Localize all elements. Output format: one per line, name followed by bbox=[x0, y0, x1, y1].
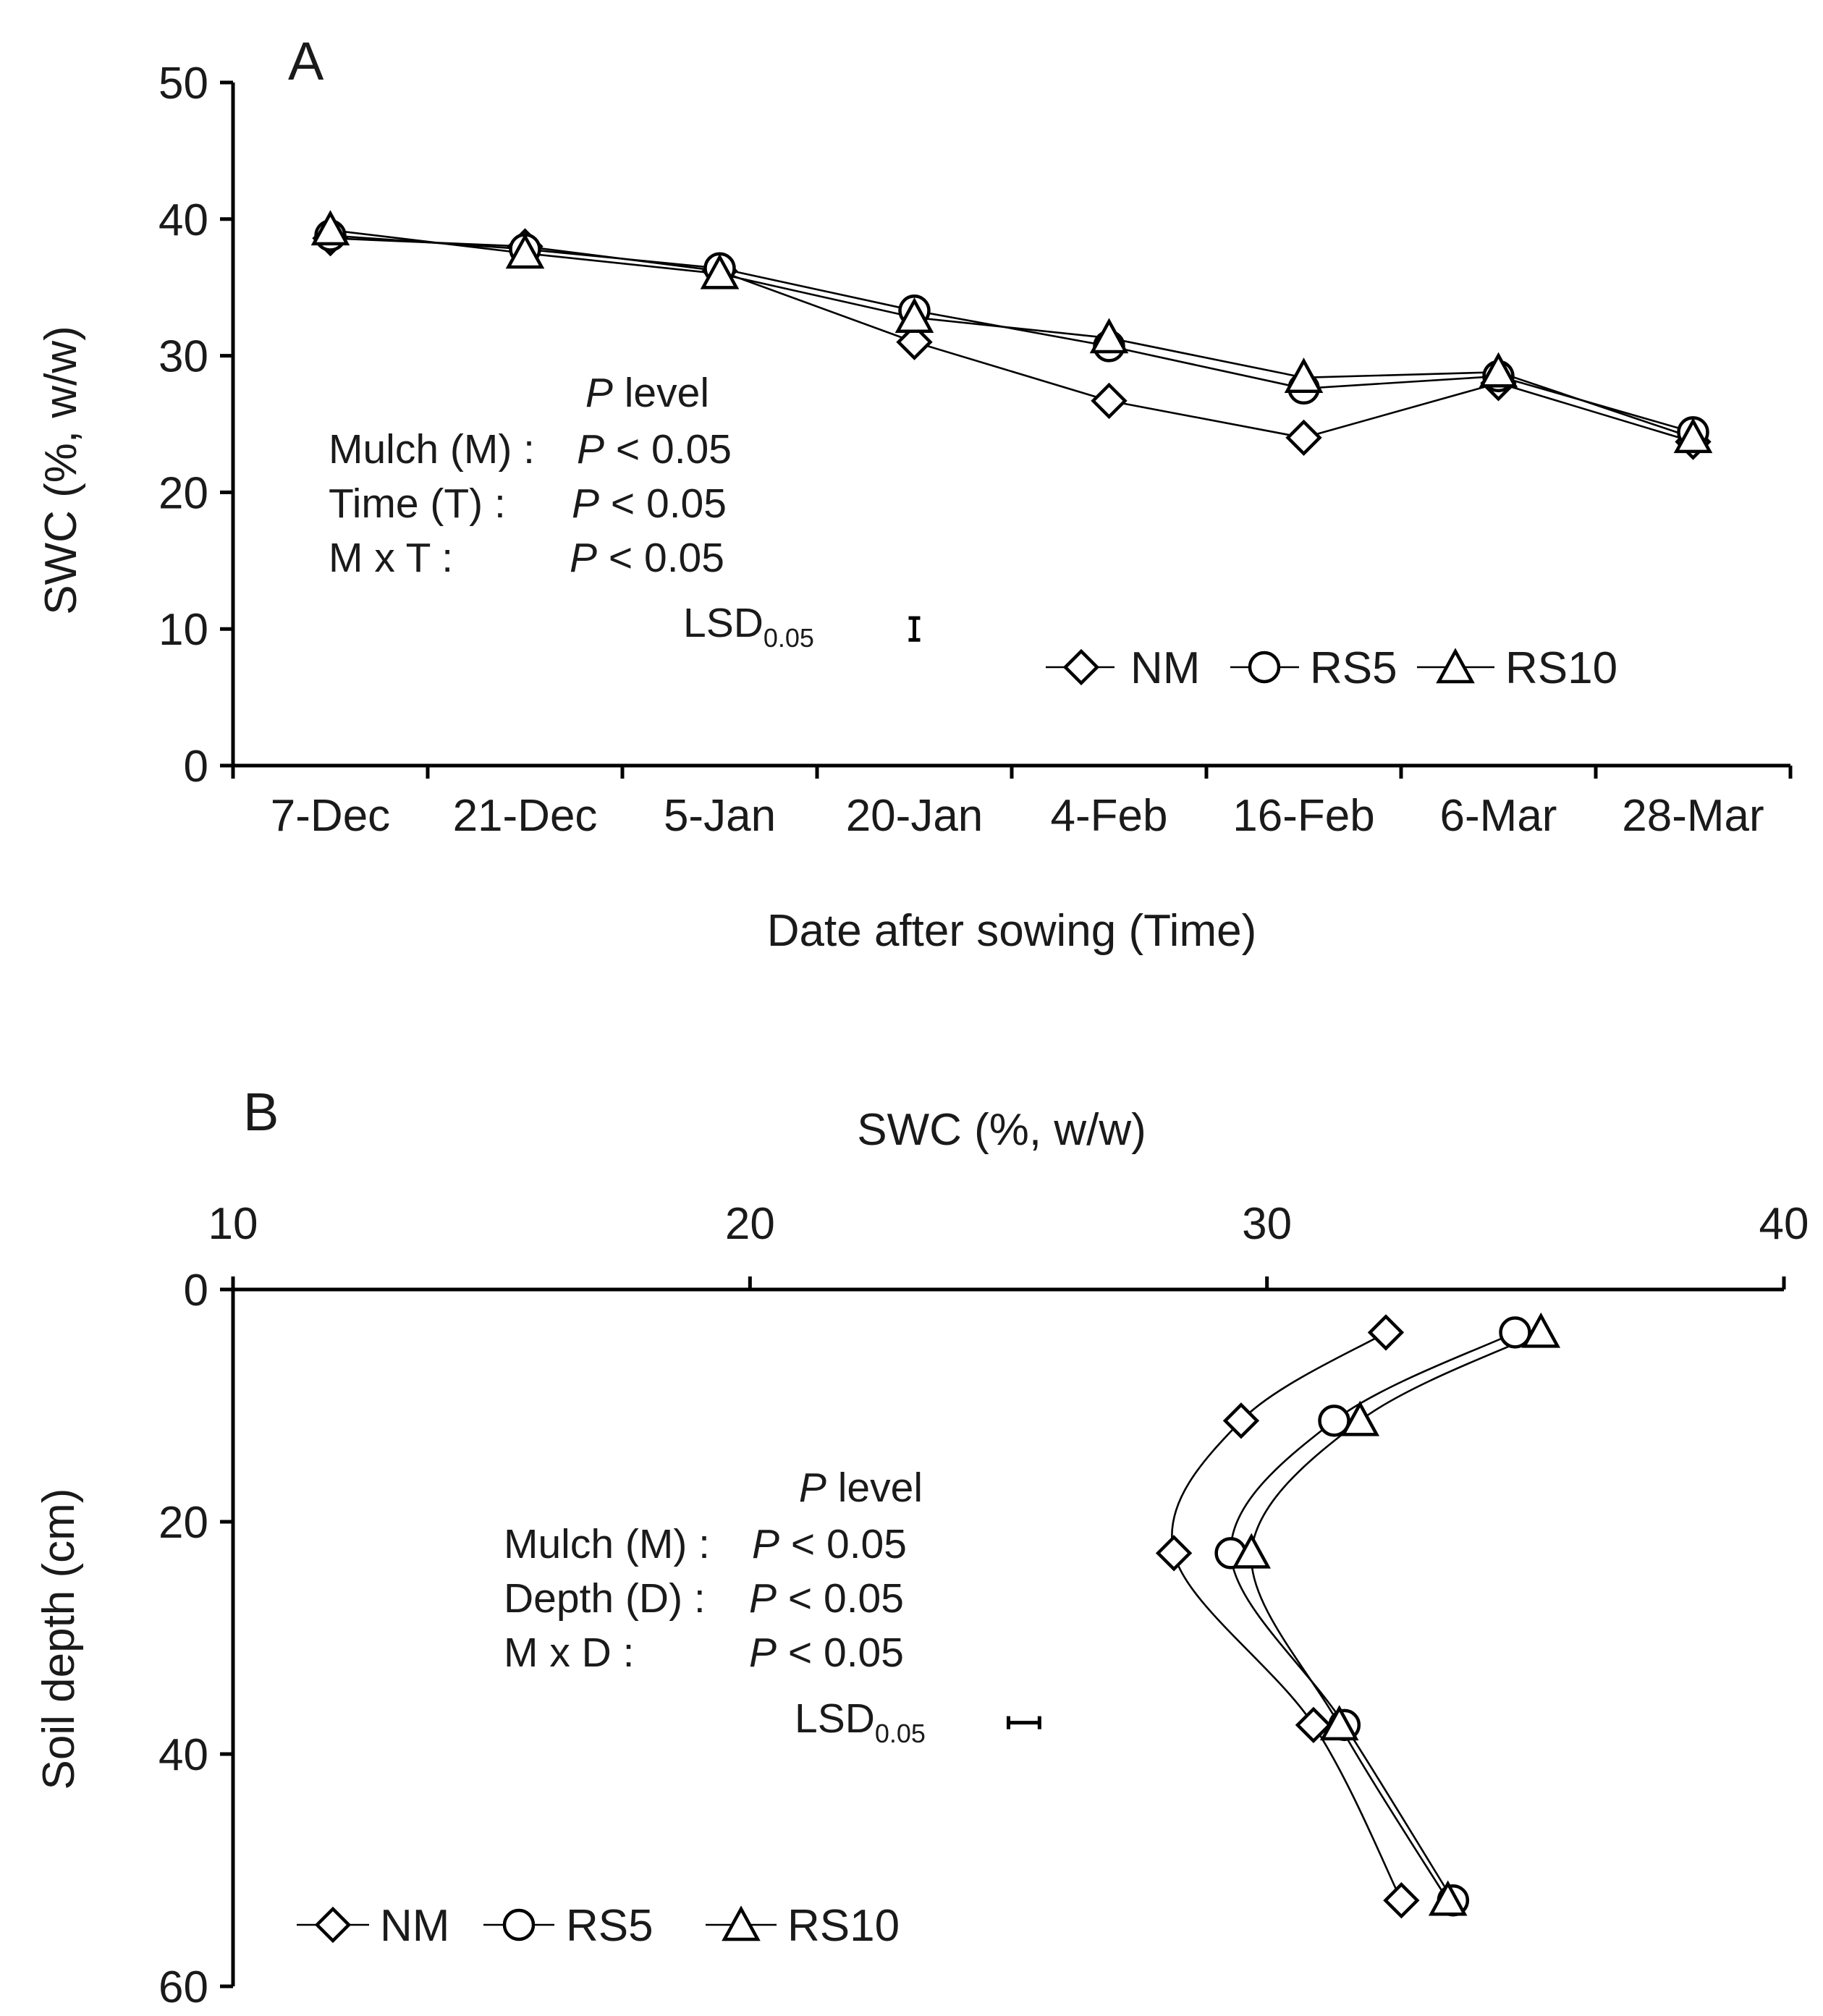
panel-a-y-tick-label: 0 bbox=[184, 742, 208, 792]
panel-a-x-tick-label: 6-Mar bbox=[1440, 791, 1557, 841]
legend-a-nm-label: NM bbox=[1130, 643, 1200, 693]
legend-a-circle-icon bbox=[1248, 651, 1281, 684]
panel-a-point-rs10 bbox=[310, 210, 350, 246]
legend-b-nm-label: NM bbox=[380, 1901, 449, 1951]
panel-a-point-nm bbox=[896, 323, 933, 360]
panel-a-line-rs10 bbox=[330, 229, 1693, 439]
panel-b-x-tick-label: 10 bbox=[208, 1199, 258, 1249]
panel-b-x-tick-label: 20 bbox=[725, 1199, 775, 1249]
panel-a-point-rs10 bbox=[1673, 418, 1713, 454]
panel-b-point-nm bbox=[1222, 1402, 1260, 1439]
panel-a-x-tick-label: 20-Jan bbox=[846, 791, 984, 841]
panel-b-point-rs10 bbox=[1340, 1400, 1380, 1436]
panel-a-stats: P level Mulch (M) :P < 0.05 Time (T) :P … bbox=[329, 370, 921, 653]
panel-b-x-tick-label: 40 bbox=[1759, 1199, 1809, 1249]
panel-a-x-tick-label: 21-Dec bbox=[453, 791, 598, 841]
panel-a: A 0 10 20 30 40 50 7-Dec 21-Dec 5-Jan 20-Jan 4-Feb… bbox=[36, 31, 1793, 956]
panel-a-point-rs10 bbox=[505, 233, 545, 269]
legend-b-rs5-label: RS5 bbox=[566, 1901, 654, 1951]
panel-b-letter: B bbox=[243, 1082, 279, 1142]
panel-b: B SWC (%, w/w) 10 20 30 40 0 20 40 60 Soil dept… bbox=[34, 1082, 1809, 2012]
panel-a-stats-row-3: M x T :P < 0.05 bbox=[329, 535, 724, 581]
panel-a-point-rs10 bbox=[894, 297, 934, 333]
panel-a-x-tick-label: 16-Feb bbox=[1232, 791, 1374, 841]
panel-a-x-tick-label: 4-Feb bbox=[1051, 791, 1168, 841]
panel-a-y-axis-title: SWC (%, w/w) bbox=[36, 326, 86, 615]
panel-b-x-axis-title: SWC (%, w/w) bbox=[857, 1105, 1146, 1155]
panel-b-y-axis-title: Soil depth (cm) bbox=[34, 1488, 84, 1790]
panel-a-y-tick-label: 30 bbox=[158, 332, 208, 382]
panel-a-lsd-label: LSD0.05 bbox=[683, 600, 814, 653]
panel-b-lsd-label: LSD0.05 bbox=[795, 1695, 926, 1748]
panel-a-letter: A bbox=[288, 31, 324, 91]
panel-a-stats-header: P level bbox=[585, 370, 709, 416]
legend-b-diamond-icon bbox=[314, 1906, 352, 1944]
panel-b-y-tick-label: 60 bbox=[158, 1962, 208, 2012]
panel-b-ticks: 10 20 30 40 0 20 40 60 bbox=[158, 1199, 1809, 2012]
panel-a-x-axis-title: Date after sowing (Time) bbox=[767, 906, 1256, 956]
panel-a-stats-row-2: Time (T) :P < 0.05 bbox=[329, 480, 727, 527]
panel-b-point-rs10 bbox=[1521, 1312, 1561, 1348]
panel-b-legend: NM RS5 RS10 bbox=[297, 1901, 900, 1951]
panel-b-y-tick-label: 0 bbox=[184, 1266, 208, 1316]
panel-a-series bbox=[310, 210, 1713, 460]
legend-a-rs10-label: RS10 bbox=[1505, 643, 1617, 693]
panel-a-y-tick-label: 40 bbox=[158, 195, 208, 245]
panel-b-point-rs10 bbox=[1428, 1880, 1468, 1916]
panel-b-lsd-error-bar bbox=[1007, 1716, 1041, 1729]
panel-a-stats-row-1: Mulch (M) :P < 0.05 bbox=[329, 426, 732, 473]
panel-a-point-rs10 bbox=[1479, 352, 1518, 388]
panel-b-line-rs10 bbox=[1250, 1331, 1541, 1901]
legend-b-circle-icon bbox=[502, 1908, 536, 1941]
panel-a-x-tick-label: 7-Dec bbox=[271, 791, 390, 841]
panel-b-y-tick-label: 20 bbox=[158, 1498, 208, 1548]
panel-a-line-nm bbox=[330, 237, 1693, 443]
panel-b-stats-row-3: M x D :P < 0.05 bbox=[504, 1630, 904, 1676]
panel-b-series bbox=[1155, 1312, 1561, 1919]
panel-b-point-rs5 bbox=[1318, 1405, 1350, 1437]
panel-a-y-tick-label: 50 bbox=[158, 59, 208, 109]
panel-b-point-nm bbox=[1295, 1706, 1332, 1744]
panel-b-y-tick-label: 40 bbox=[158, 1730, 208, 1780]
panel-a-point-nm bbox=[1091, 382, 1128, 420]
legend-a-rs5-label: RS5 bbox=[1310, 643, 1397, 693]
legend-a-triangle-icon bbox=[1436, 648, 1475, 684]
panel-a-point-nm bbox=[1285, 419, 1322, 457]
panel-b-point-nm bbox=[1367, 1314, 1405, 1351]
panel-b-point-nm bbox=[1383, 1882, 1420, 1919]
panel-b-point-rs5 bbox=[1499, 1316, 1531, 1349]
legend-a-diamond-icon bbox=[1062, 648, 1100, 686]
panel-a-ticks: 0 10 20 30 40 50 7-Dec 21-Dec 5-Jan 20-Jan 4-Feb 16… bbox=[158, 59, 1793, 841]
panel-a-lsd-error-bar bbox=[908, 616, 921, 642]
legend-b-rs10-label: RS10 bbox=[787, 1901, 900, 1951]
panel-b-line-rs5 bbox=[1230, 1331, 1516, 1901]
panel-a-x-tick-label: 5-Jan bbox=[664, 791, 776, 841]
panel-b-x-tick-label: 30 bbox=[1242, 1199, 1292, 1249]
panel-a-legend: NM RS5 RS10 bbox=[1046, 643, 1617, 693]
panel-a-point-rs10 bbox=[1284, 357, 1324, 394]
panel-b-stats-header: P level bbox=[799, 1465, 923, 1511]
legend-b-triangle-icon bbox=[722, 1905, 761, 1941]
panel-a-y-tick-label: 10 bbox=[158, 605, 208, 655]
panel-a-point-rs10 bbox=[1089, 318, 1129, 354]
panel-a-x-tick-label: 28-Mar bbox=[1622, 791, 1764, 841]
panel-a-point-rs10 bbox=[700, 253, 740, 289]
panel-b-stats: P level Mulch (M) :P < 0.05 Depth (D) :P… bbox=[504, 1465, 1041, 1748]
panel-a-y-tick-label: 20 bbox=[158, 468, 208, 518]
panel-b-point-rs10 bbox=[1232, 1533, 1272, 1569]
panel-b-stats-row-2: Depth (D) :P < 0.05 bbox=[504, 1575, 904, 1622]
panel-b-point-nm bbox=[1155, 1535, 1193, 1572]
panel-b-point-rs10 bbox=[1319, 1705, 1359, 1741]
panel-b-stats-row-1: Mulch (M) :P < 0.05 bbox=[504, 1521, 907, 1567]
